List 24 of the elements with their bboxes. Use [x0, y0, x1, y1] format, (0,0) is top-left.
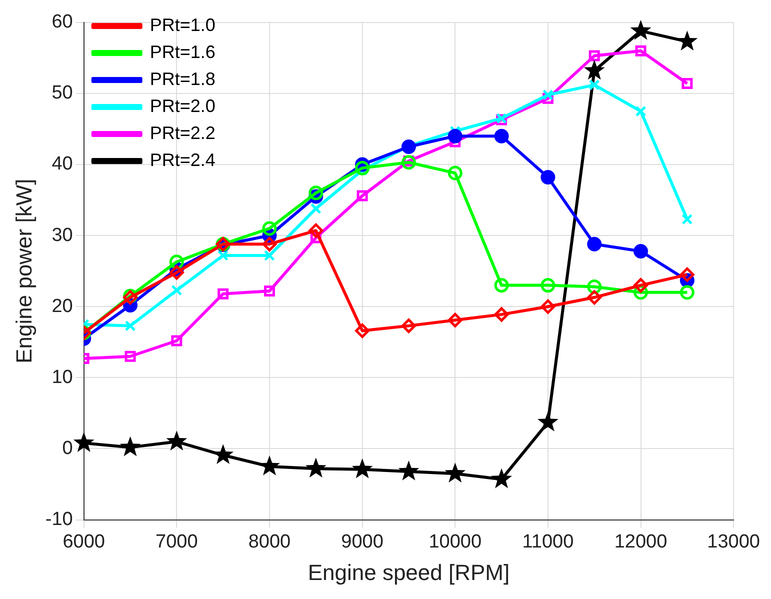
x-tick-label: 9000 [341, 531, 384, 552]
legend-label: PRt=2.2 [150, 122, 216, 143]
x-tick-label: 6000 [62, 531, 105, 552]
y-tick-label: 10 [52, 366, 73, 388]
legend-label: PRt=2.4 [150, 150, 216, 170]
x-tick-label: 13000 [707, 531, 760, 552]
x-tick-label: 11000 [522, 531, 574, 552]
y-tick-label: 0 [62, 438, 73, 459]
x-tick-label: 7000 [156, 531, 198, 552]
y-tick-label: 40 [52, 154, 73, 175]
legend-label: PRt=1.8 [150, 68, 216, 89]
legend-label: PRt=1.0 [150, 14, 216, 35]
legend-label: PRt=2.0 [150, 96, 216, 116]
y-tick-label: 50 [52, 82, 73, 104]
y-tick-label: 30 [52, 224, 73, 246]
y-axis-title: Engine power [kW] [11, 178, 36, 364]
x-tick-label: 10000 [428, 531, 482, 552]
legend-label: PRt=1.6 [150, 42, 216, 62]
x-tick-label: 12000 [614, 531, 668, 552]
y-tick-label: 20 [52, 296, 73, 317]
y-tick-label: 60 [52, 12, 73, 33]
x-tick-label: 8000 [248, 531, 291, 552]
x-axis-title: Engine speed [RPM] [308, 560, 510, 585]
y-tick-label: -10 [45, 509, 73, 530]
